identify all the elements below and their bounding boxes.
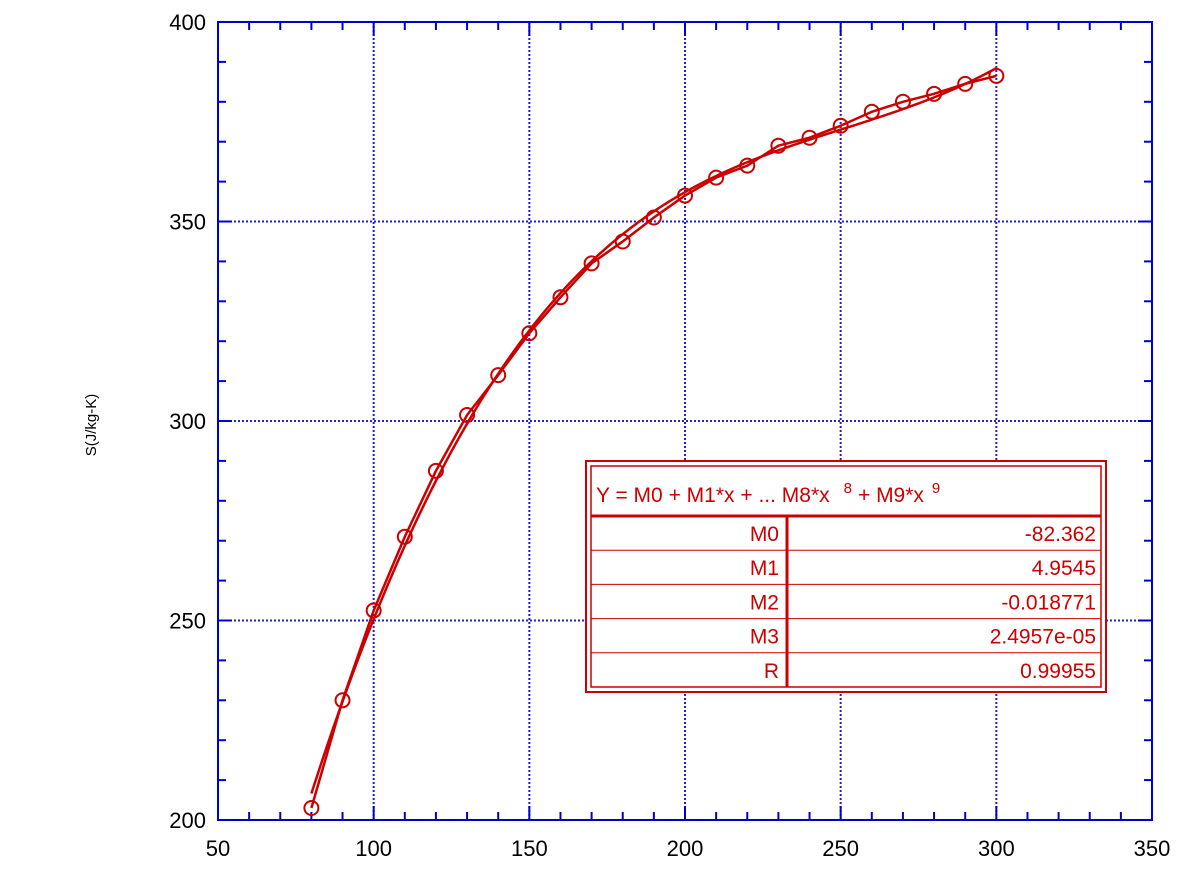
fit-table-inner-border: [590, 465, 1102, 688]
y-tick-label: 350: [169, 210, 206, 235]
fit-table: Y = M0 + M1*x + ... M8*x 8 + M9*x 9 M0 -82.3…: [585, 460, 1107, 693]
y-tick-label: 400: [169, 10, 206, 35]
data-point: [490, 367, 507, 384]
fit-equation-main: Y = M0 + M1*x + ... M8*x: [596, 484, 830, 507]
fit-row-value: -0.018771: [1001, 591, 1096, 614]
data-point: [801, 129, 818, 146]
y-tick-label: 300: [169, 409, 206, 434]
fit-row-value: 4.9545: [1032, 557, 1096, 580]
data-point: [926, 85, 943, 102]
fit-row-value: 2.4957e-05: [990, 626, 1096, 649]
x-tick-label: 250: [822, 836, 859, 861]
x-tick-label: 100: [355, 836, 392, 861]
x-tick-label: 200: [667, 836, 704, 861]
fit-equation-exp2: 9: [932, 480, 940, 497]
fit-equation-plus: + M9*x: [858, 484, 924, 507]
series-layer: [303, 67, 1005, 817]
y-tick-label: 200: [169, 808, 206, 833]
data-point: [459, 407, 476, 424]
x-tick-label: 50: [206, 836, 230, 861]
fit-table-outer-border: [585, 460, 1107, 693]
data-point: [365, 602, 382, 619]
y-axis-label: S(J/kg-K): [83, 394, 100, 457]
y-tick-labels: 200 250 300 350 400: [169, 10, 206, 833]
data-point: [770, 137, 787, 154]
data-point: [863, 103, 880, 120]
fit-row-label: M0: [750, 523, 779, 546]
data-point: [521, 325, 538, 342]
plot-frame: [217, 21, 1153, 821]
data-point: [677, 187, 693, 204]
fit-row-label: R: [764, 660, 779, 683]
data-line: [310, 74, 997, 809]
data-point: [396, 528, 413, 545]
grid: [218, 22, 1152, 820]
data-point: [832, 117, 849, 134]
x-tick-label: 350: [1134, 836, 1171, 861]
fit-equation: Y = M0 + M1*x + ... M8*x 8 + M9*x 9: [596, 480, 940, 507]
data-point: [614, 233, 631, 250]
data-point: [988, 67, 1005, 84]
data-point: [708, 169, 725, 186]
data-point: [894, 93, 911, 110]
data-point: [645, 209, 662, 226]
data-point: [427, 462, 444, 479]
data-point: [334, 692, 351, 709]
fit-row-label: M2: [750, 591, 779, 614]
fit-row-label: M3: [750, 626, 779, 649]
fit-rows: M0 -82.362 M1 4.9545 M2 -0.018771 M3 2.4957e-05…: [591, 523, 1101, 683]
fit-row-value: -82.362: [1025, 523, 1096, 546]
data-point: [583, 255, 600, 272]
fit-equation-exp1: 8: [844, 480, 852, 497]
x-tick-label: 150: [511, 836, 548, 861]
data-point: [957, 75, 974, 92]
data-point: [552, 289, 569, 306]
x-tick-label: 300: [978, 836, 1015, 861]
x-tick-labels: 50 100 150 200 250 300 350: [206, 836, 1171, 861]
data-point: [739, 157, 756, 174]
fit-row-value: 0.99955: [1020, 660, 1096, 683]
y-tick-label: 250: [169, 609, 206, 634]
fit-row-label: M1: [750, 557, 779, 580]
data-point: [303, 800, 320, 817]
